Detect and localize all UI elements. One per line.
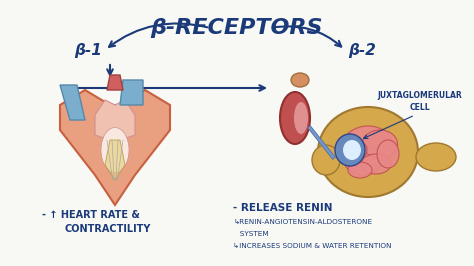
Ellipse shape — [101, 127, 129, 172]
Text: CONTRACTILITY: CONTRACTILITY — [65, 224, 151, 234]
Text: β-1: β-1 — [74, 43, 102, 57]
Ellipse shape — [339, 139, 367, 161]
Ellipse shape — [335, 134, 365, 166]
Ellipse shape — [280, 92, 310, 144]
Polygon shape — [95, 100, 135, 140]
Ellipse shape — [291, 73, 309, 87]
Ellipse shape — [344, 145, 382, 175]
Polygon shape — [105, 140, 125, 180]
Text: ↳INCREASES SODIUM & WATER RETENTION: ↳INCREASES SODIUM & WATER RETENTION — [233, 243, 392, 249]
Text: ↳RENIN-ANGIOTENSIN-ALDOSTERONE: ↳RENIN-ANGIOTENSIN-ALDOSTERONE — [233, 219, 372, 225]
Polygon shape — [60, 90, 170, 205]
Ellipse shape — [294, 102, 308, 134]
Polygon shape — [60, 85, 85, 120]
Text: SYSTEM: SYSTEM — [233, 231, 269, 237]
Ellipse shape — [343, 140, 361, 160]
Ellipse shape — [377, 140, 399, 168]
Polygon shape — [107, 75, 123, 90]
Ellipse shape — [312, 145, 340, 175]
Text: - RELEASE RENIN: - RELEASE RENIN — [233, 203, 332, 213]
Text: β-RECEPTORS: β-RECEPTORS — [151, 18, 323, 38]
Text: β-2: β-2 — [348, 43, 376, 57]
Text: JUXTAGLOMERULAR: JUXTAGLOMERULAR — [378, 90, 462, 99]
Ellipse shape — [348, 162, 372, 178]
Ellipse shape — [416, 143, 456, 171]
Text: - ↑ HEART RATE &: - ↑ HEART RATE & — [42, 210, 140, 220]
Ellipse shape — [361, 154, 391, 174]
Ellipse shape — [342, 126, 394, 168]
Polygon shape — [120, 80, 143, 105]
Ellipse shape — [363, 130, 398, 158]
Text: CELL: CELL — [410, 102, 430, 111]
Ellipse shape — [318, 107, 418, 197]
